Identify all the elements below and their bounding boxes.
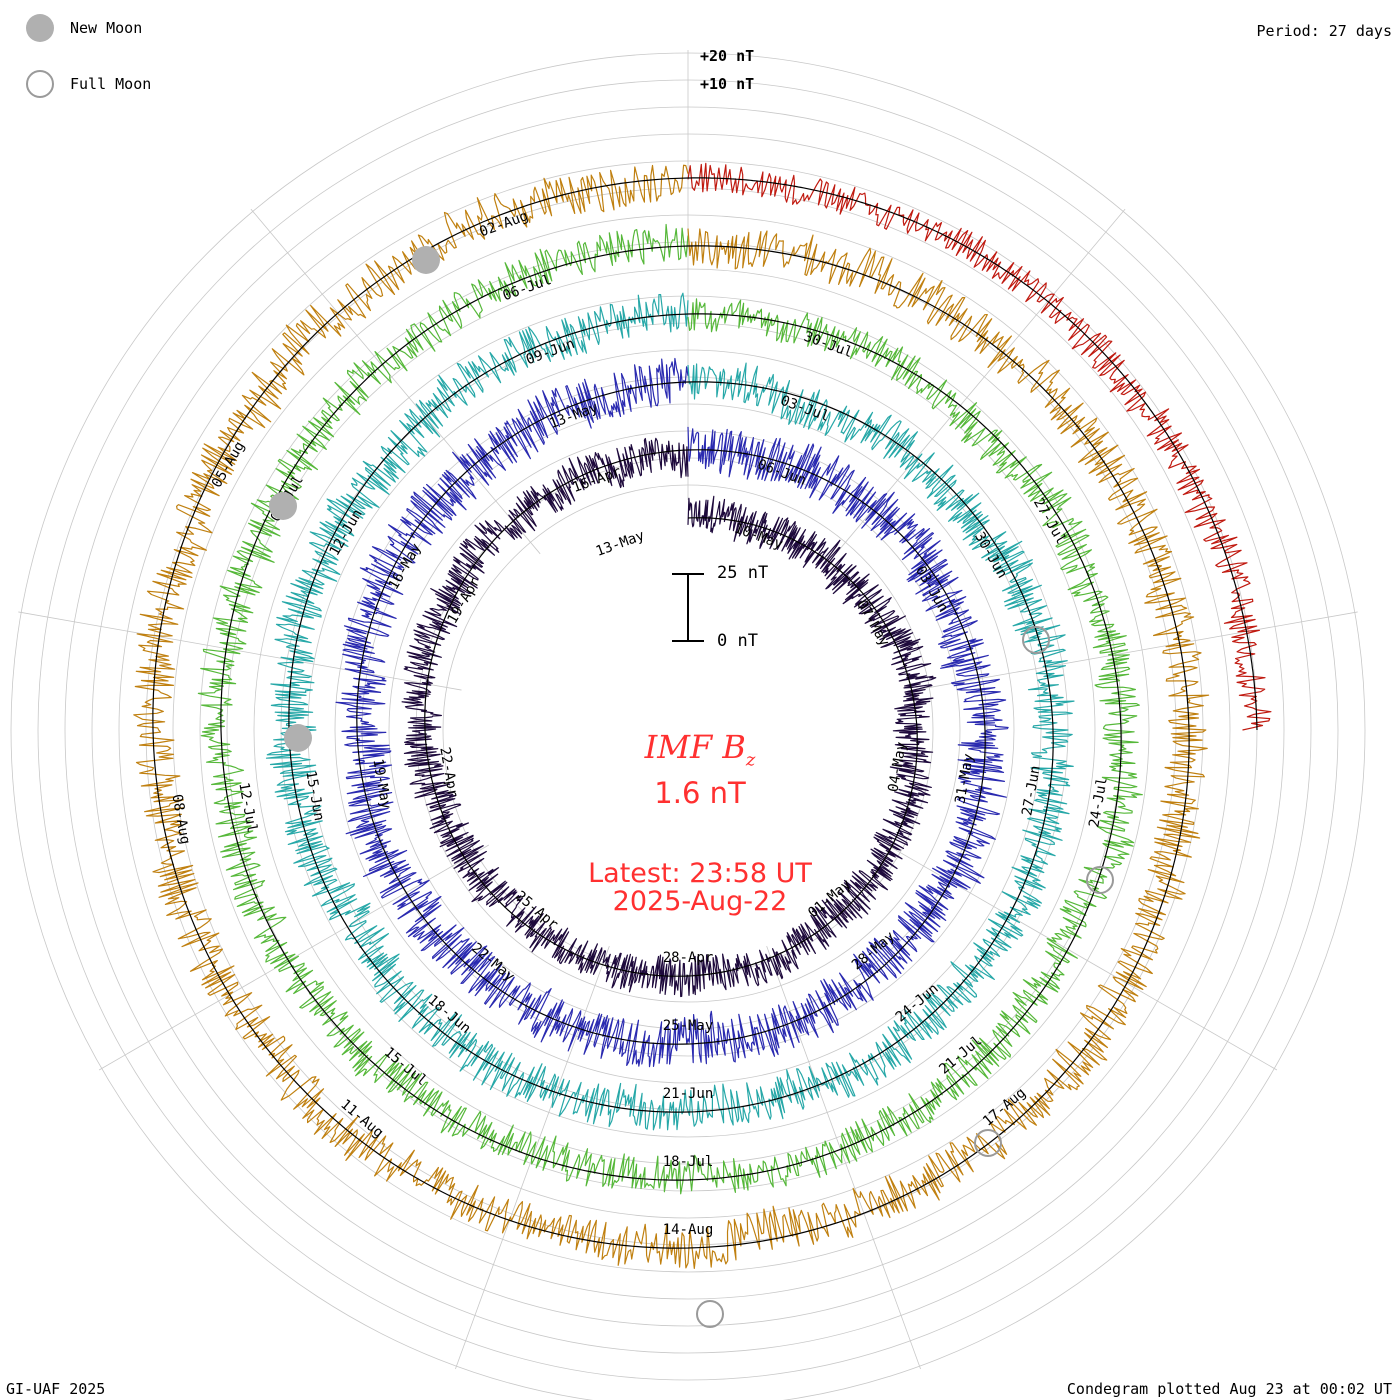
series-baseline <box>356 381 986 1045</box>
date-label: 18-Jul <box>663 1154 714 1170</box>
legend-full-moon-label: Full Moon <box>70 75 152 93</box>
series-line <box>335 357 1009 1068</box>
series-baseline <box>688 177 1258 731</box>
full-moon-marker <box>1022 626 1050 654</box>
scale-bar <box>672 573 704 642</box>
date-label: 25-May <box>663 1018 714 1034</box>
grid-spoke <box>18 611 462 691</box>
date-label: 13-May <box>594 528 647 560</box>
date-labels: 16-Apr19-Apr22-Apr25-Apr28-Apr01-May04-M… <box>168 208 1110 1238</box>
date-label: 24-Jun <box>893 981 942 1026</box>
full-moon-icon <box>26 70 54 98</box>
full-moon-marker <box>696 1300 724 1328</box>
full-moon-marker <box>974 1129 1002 1157</box>
legend-full-moon: Full Moon <box>26 70 151 98</box>
ref-label-plus20: +20 nT <box>700 47 755 65</box>
legend-new-moon: New Moon <box>26 14 142 42</box>
current-value: 1.6 nT <box>654 776 746 810</box>
legend-new-moon-label: New Moon <box>70 19 143 37</box>
series-line <box>133 164 1210 1269</box>
moon-markers <box>269 246 1114 1328</box>
parameter-name: IMF B <box>644 728 746 766</box>
data-series <box>133 162 1272 1269</box>
period-label: Period: 27 days <box>1256 22 1392 40</box>
plotted-label: Condegram plotted Aug 23 at 00:02 UT <box>1066 1380 1392 1398</box>
date-label: 06-Jun <box>755 457 808 489</box>
date-label: 03-Jul <box>778 393 831 425</box>
series-line <box>265 292 1075 1131</box>
parameter-subscript: z <box>745 749 756 771</box>
latest-time: Latest: 23:58 UT <box>588 858 812 889</box>
ref-label-plus10: +10 nT <box>700 75 755 93</box>
new-moon-marker <box>412 246 440 274</box>
date-label: 14-Aug <box>663 1222 714 1238</box>
new-moon-marker <box>269 492 297 520</box>
scale-bottom-label: 0 nT <box>717 631 758 651</box>
parameter-title: IMF Bz <box>0 728 1400 770</box>
date-label: 21-Jun <box>663 1086 714 1102</box>
series-baseline <box>424 449 918 977</box>
date-label: 18-Jun <box>425 992 474 1037</box>
new-moon-icon <box>26 14 54 42</box>
grid-spoke <box>250 208 541 555</box>
date-label: 28-Apr <box>663 950 714 966</box>
date-label: 16-May <box>386 541 425 593</box>
scale-top-label: 25 nT <box>717 563 769 583</box>
series-line <box>197 223 1143 1195</box>
credit-label: GI-UAF 2025 <box>6 1380 106 1398</box>
date-label: 05-Aug <box>209 439 248 491</box>
date-label: 10-May <box>732 520 785 552</box>
grid-spoke <box>914 611 1358 691</box>
series-baseline <box>288 313 1054 1113</box>
series-baseline <box>152 177 1190 1249</box>
new-moon-marker <box>284 724 312 752</box>
full-moon-marker <box>1086 866 1114 894</box>
latest-date: 2025-Aug-22 <box>612 886 788 917</box>
radial-spokes <box>18 50 1358 1370</box>
series-line <box>687 162 1272 731</box>
